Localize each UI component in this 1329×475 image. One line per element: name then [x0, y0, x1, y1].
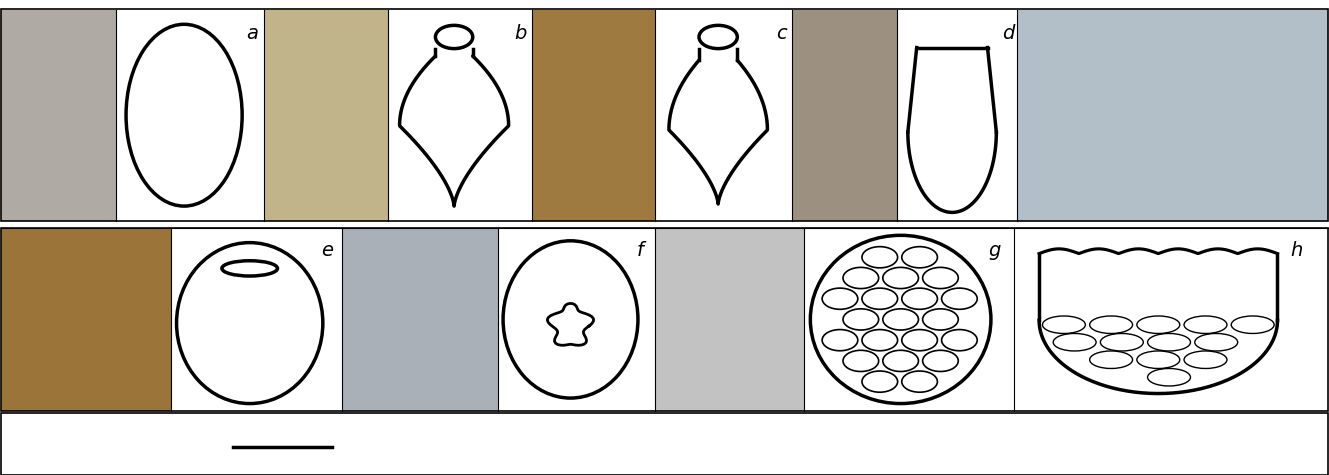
- Bar: [532, 10, 655, 221]
- Bar: [116, 10, 264, 221]
- Bar: [388, 10, 532, 221]
- Text: g: g: [989, 241, 1001, 260]
- Text: b: b: [514, 24, 526, 43]
- Text: e: e: [322, 241, 334, 260]
- Bar: [792, 10, 897, 221]
- Bar: [804, 228, 1014, 411]
- Bar: [655, 10, 792, 221]
- Bar: [1, 10, 116, 221]
- Text: a: a: [247, 24, 259, 43]
- Bar: [1017, 10, 1328, 221]
- Bar: [264, 10, 388, 221]
- Text: h: h: [1290, 241, 1302, 260]
- Bar: [1, 9, 1328, 221]
- Bar: [655, 228, 804, 411]
- Text: 20 micron: 20 micron: [245, 422, 320, 437]
- Bar: [171, 228, 342, 411]
- Text: f: f: [637, 241, 643, 260]
- Bar: [1, 413, 1328, 475]
- Bar: [1014, 228, 1328, 411]
- Bar: [342, 228, 498, 411]
- Bar: [1, 228, 171, 411]
- Text: d: d: [1002, 24, 1015, 43]
- Bar: [498, 228, 655, 411]
- Bar: [897, 10, 1017, 221]
- Bar: [1, 228, 1328, 411]
- Text: c: c: [776, 24, 787, 43]
